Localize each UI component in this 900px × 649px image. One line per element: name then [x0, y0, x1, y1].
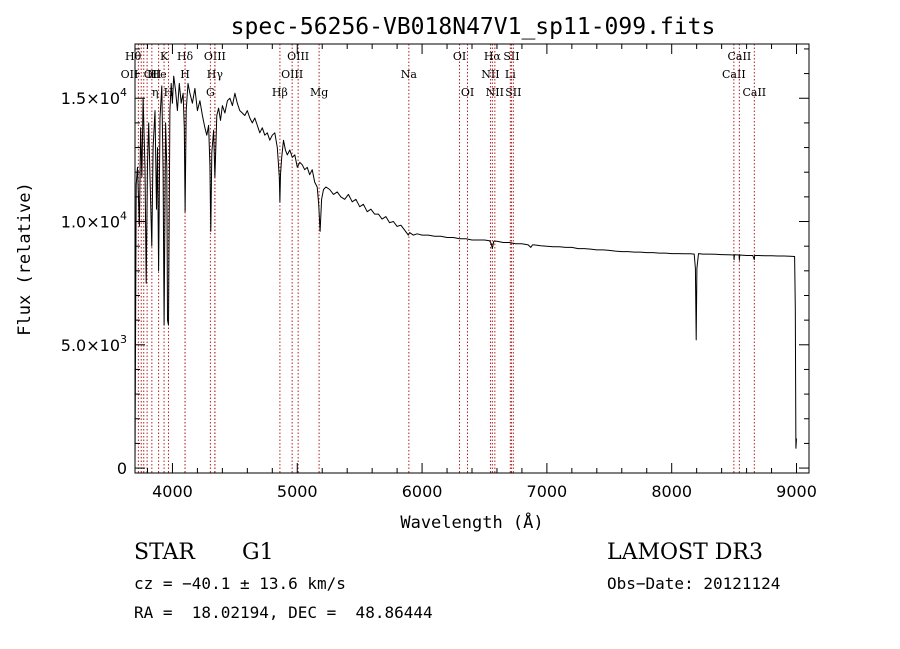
spectral-line-label: Hθ — [125, 50, 142, 63]
spectral-line-label: OIII — [204, 50, 226, 63]
spectral-line-label: OIII — [287, 50, 309, 63]
spectral-line-label: He — [151, 68, 167, 81]
spectral-line-label: NII — [486, 86, 504, 99]
y-tick-mantissa: 0 — [117, 459, 127, 478]
y-tick-exponent: 3 — [120, 333, 127, 346]
y-tick-exponent: 4 — [120, 86, 127, 99]
spectrum-line — [134, 75, 797, 464]
spectral-line-markers: OIIHθOIIHηHeKHHδHGOIIIHγHβOIIIOIIIMgNaOI… — [121, 44, 766, 473]
plot-frame — [134, 43, 810, 474]
obs-date: Obs−Date: 20121124 — [607, 574, 781, 593]
spectral-line-label: CaII — [742, 86, 766, 99]
spectral-line-label: SII — [505, 86, 521, 99]
x-tick-label: 4000 — [152, 482, 193, 501]
spectral-line-label: η — [152, 86, 159, 99]
spectral-line-label: Hγ — [207, 68, 224, 81]
y-tick-exponent: 4 — [120, 210, 127, 223]
x-tick-label: 7000 — [527, 482, 568, 501]
spectral-line-label: SII — [503, 50, 519, 63]
spectral-line-label: H — [147, 68, 157, 81]
x-tick-label: 8000 — [651, 482, 692, 501]
x-axis-label: Wavelength (Å) — [400, 511, 543, 533]
y-tick-label: 1.5×104 — [61, 86, 127, 108]
spectral-line-label: Hδ — [177, 50, 194, 63]
spectral-line-label: CaII — [728, 50, 752, 63]
x-axis: 4000 5000 6000 7000 8000 9000 — [146, 44, 817, 501]
spectral-line-label: OI — [453, 50, 466, 63]
x-tick-label: 5000 — [277, 482, 318, 501]
spectral-line-label: H — [164, 86, 174, 99]
spectral-line-label: Hα — [484, 50, 502, 63]
y-tick-mantissa: 5.0×10 — [61, 336, 120, 355]
spectral-line-label: Hβ — [272, 86, 288, 99]
y-tick-label: 5.0×103 — [61, 333, 127, 355]
y-tick-label: 0 — [117, 459, 127, 478]
y-tick-mantissa: 1.0×10 — [61, 213, 120, 232]
y-tick-label: 1.0×104 — [61, 210, 127, 232]
x-tick-label: 9000 — [776, 482, 817, 501]
coordinates: RA = 18.02194, DEC = 48.86444 — [134, 603, 433, 622]
spectral-line-label: Na — [401, 68, 418, 81]
y-tick-mantissa: 1.5×10 — [61, 89, 120, 108]
spectral-line-label: OII — [144, 68, 162, 81]
spectral-line-label: G — [206, 86, 215, 99]
spectral-line-label: CaII — [722, 68, 746, 81]
survey-name: LAMOST DR3 — [607, 540, 763, 565]
spectral-line-label: OIII — [281, 68, 303, 81]
y-axis-label: Flux (relative) — [15, 182, 35, 336]
x-tick-label: 6000 — [402, 482, 443, 501]
subclass: G1 — [242, 540, 274, 565]
spectral-line-label: K — [160, 50, 169, 63]
spectral-line-label: Li — [505, 68, 516, 81]
spectral-line-label: OI — [461, 86, 474, 99]
spectral-line-label: H — [180, 68, 190, 81]
redshift-cz: cz = −40.1 ± 13.6 km/s — [134, 574, 346, 593]
spectral-line-label: OII — [121, 68, 139, 81]
object-class: STAR — [134, 540, 195, 565]
spectral-line-label: Mg — [310, 86, 328, 99]
spectrum-layer — [134, 75, 797, 464]
spectral-line-label: NII — [481, 68, 499, 81]
chart-title: spec-56256-VB018N47V1_sp11-099.fits — [231, 14, 716, 40]
